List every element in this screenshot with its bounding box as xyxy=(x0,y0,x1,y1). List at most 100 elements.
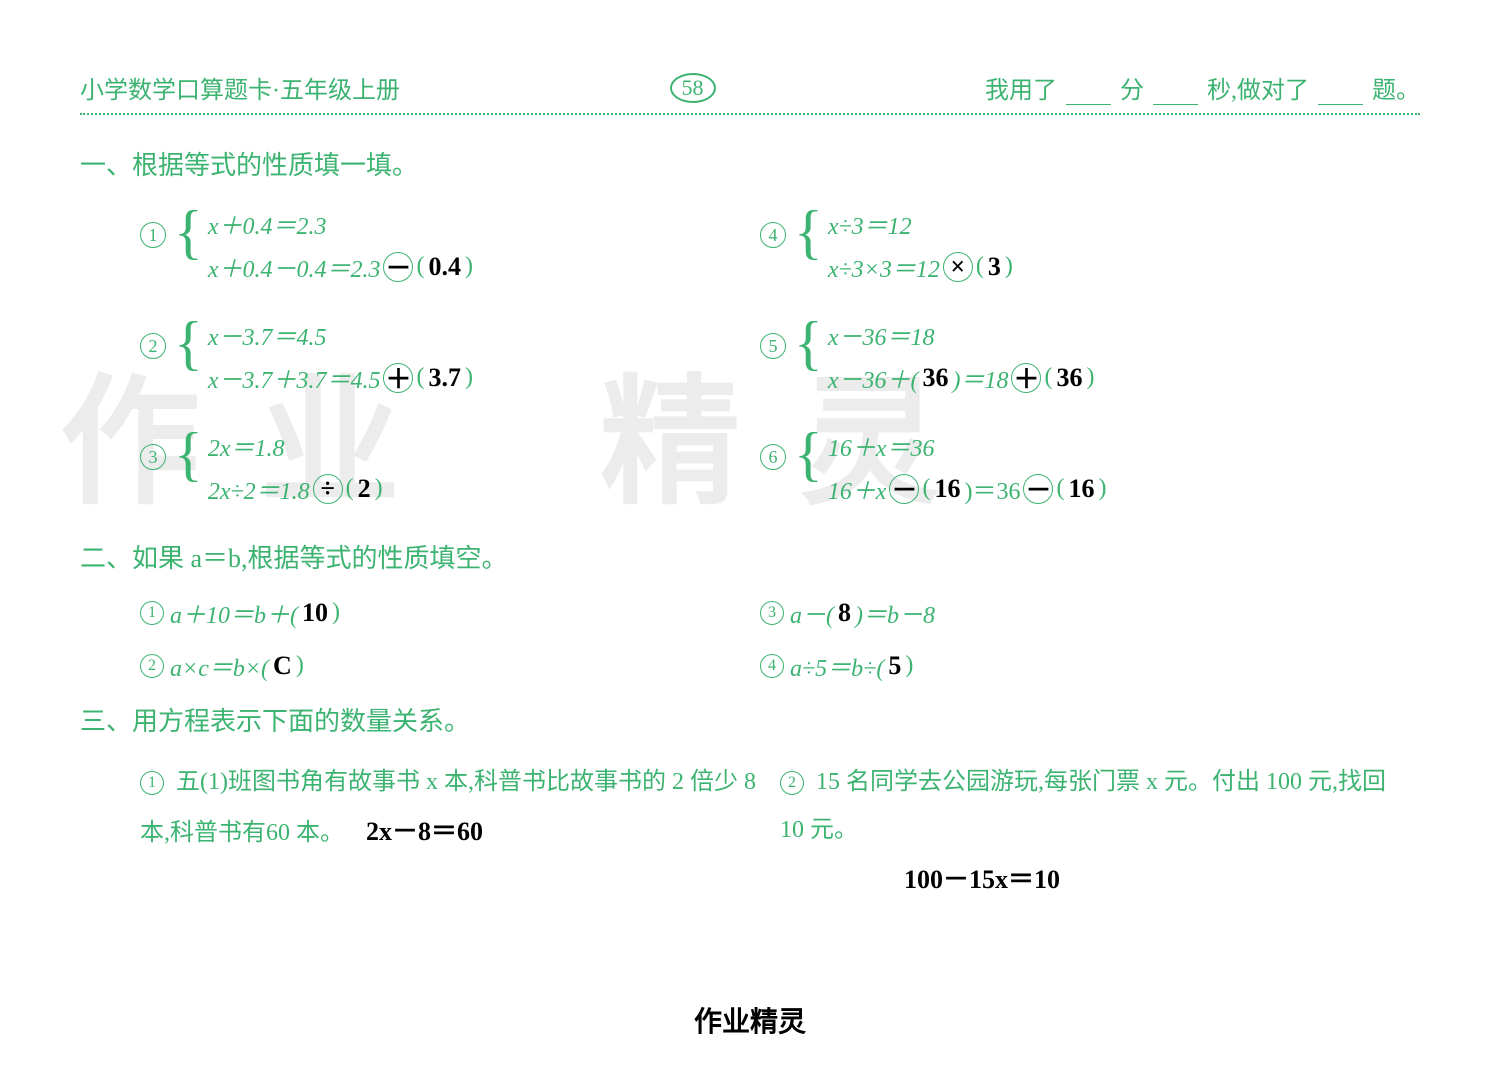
problem-num: 4 xyxy=(760,222,786,248)
brace-icon: { xyxy=(174,202,203,262)
timer-prefix: 我用了 xyxy=(985,78,1057,104)
operator-circle: ＋ xyxy=(1011,363,1041,393)
answer-val: 36 xyxy=(922,363,948,393)
problem-num: 2 xyxy=(140,333,166,359)
paren: ( xyxy=(416,253,424,280)
answer-equation: 100－15x＝10 xyxy=(904,865,1060,894)
item-num: 3 xyxy=(760,601,784,625)
item-1: 1 a＋10＝b＋( 10 ) xyxy=(140,595,760,630)
operator-circle: ＋ xyxy=(383,363,413,393)
word-problem-2: 2 15 名同学去公园游玩,每张门票 x 元。付出 100 元,找回 10 元。… xyxy=(780,758,1400,906)
problem-3: 3 { 2x＝1.8 2x÷2＝1.8 ÷ ( 2 ) xyxy=(140,424,760,510)
equation-line: x－3.7＋3.7＝4.5 xyxy=(208,360,381,395)
blank-seconds xyxy=(1153,85,1198,105)
problem-num: 1 xyxy=(140,771,164,795)
item-num: 1 xyxy=(140,601,164,625)
footer-watermark: 作业精灵 xyxy=(694,1000,806,1040)
equation-line: x－3.7＝4.5 xyxy=(208,317,327,352)
answer-op: － xyxy=(891,470,917,507)
answer-val: 3.7 xyxy=(428,363,461,393)
operator-circle: × xyxy=(943,252,973,282)
problem-2: 2 { x－3.7＝4.5 x－3.7＋3.7＝4.5 ＋ ( 3.7 ) xyxy=(140,313,760,399)
section2-title: 二、如果 a＝b,根据等式的性质填空。 xyxy=(80,538,1420,575)
section2-content: 1 a＋10＝b＋( 10 ) 3 a－( 8 )＝b－8 2 a×c＝b×( … xyxy=(80,595,1420,683)
brace-icon: { xyxy=(174,424,203,484)
item-text: a－( xyxy=(790,595,834,630)
item-text: )＝b－8 xyxy=(855,595,935,630)
brace-icon: { xyxy=(794,313,823,373)
equation-line: x－36＝18 xyxy=(828,317,935,352)
paren: ) xyxy=(465,364,473,391)
item-text: a＋10＝b＋( xyxy=(170,595,298,630)
answer-op: － xyxy=(385,248,411,285)
answer-equation: 2x－8＝60 xyxy=(366,817,483,846)
section1-content: 1 { x＋0.4＝2.3 x＋0.4－0.4＝2.3 － ( 0.4 ) 4 … xyxy=(80,202,1420,520)
problem-num: 1 xyxy=(140,222,166,248)
equation-line: x÷3＝12 xyxy=(828,206,912,241)
operator-circle: － xyxy=(1023,474,1053,504)
answer-val: C xyxy=(273,651,292,681)
equation-line: x－36＋( xyxy=(828,360,919,395)
problem-num: 6 xyxy=(760,444,786,470)
equation-line: 16＋x＝36 xyxy=(828,428,935,463)
answer-op: ＋ xyxy=(1013,359,1039,396)
paren: ) xyxy=(1086,364,1094,391)
item-text: a×c＝b×( xyxy=(170,648,269,683)
paren: )＝36 xyxy=(964,471,1020,506)
equation-line: 2x÷2＝1.8 xyxy=(208,471,310,506)
problem-num: 3 xyxy=(140,444,166,470)
answer-op: ＋ xyxy=(385,359,411,396)
answer-val: 16 xyxy=(934,474,960,504)
item-text: ) xyxy=(296,652,304,679)
answer-val: 16 xyxy=(1068,474,1094,504)
blank-count xyxy=(1318,85,1363,105)
paren: ( xyxy=(1044,364,1052,391)
answer-op: × xyxy=(950,252,965,282)
paren: ( xyxy=(1056,475,1064,502)
equation-line: )＝18 xyxy=(952,360,1008,395)
answer-val: 2 xyxy=(358,474,371,504)
paren: ( xyxy=(976,253,984,280)
answer-val: 5 xyxy=(888,651,901,681)
item-text: ) xyxy=(905,652,913,679)
paren: ( xyxy=(416,364,424,391)
item-3: 3 a－( 8 )＝b－8 xyxy=(760,595,1410,630)
paren: ( xyxy=(346,475,354,502)
timer-text: 我用了 分 秒,做对了 题。 xyxy=(985,70,1420,105)
problem-text: 15 名同学去公园游玩,每张门票 x 元。付出 100 元,找回 10 元。 xyxy=(780,769,1386,843)
problem-4: 4 { x÷3＝12 x÷3×3＝12 × ( 3 ) xyxy=(760,202,1410,288)
section1-title: 一、根据等式的性质填一填。 xyxy=(80,145,1420,182)
brace-icon: { xyxy=(794,202,823,262)
problem-num: 2 xyxy=(780,771,804,795)
answer-val: 8 xyxy=(838,598,851,628)
book-title: 小学数学口算题卡·五年级上册 xyxy=(80,70,400,105)
page-number: 58 xyxy=(670,73,716,103)
section3-content: 1 五(1)班图书角有故事书 x 本,科普书比故事书的 2 倍少 8 本,科普书… xyxy=(80,758,1420,906)
equation-line: x÷3×3＝12 xyxy=(828,249,940,284)
timer-suffix: 题。 xyxy=(1372,78,1420,104)
blank-minutes xyxy=(1066,85,1111,105)
item-num: 4 xyxy=(760,654,784,678)
paren: ) xyxy=(465,253,473,280)
page-number-wrap: 58 xyxy=(670,73,716,103)
equation-line: 16＋x xyxy=(828,471,887,506)
operator-circle: － xyxy=(383,252,413,282)
paren: ( xyxy=(922,475,930,502)
item-text: a÷5＝b÷( xyxy=(790,648,884,683)
item-text: ) xyxy=(332,599,340,626)
answer-op: ÷ xyxy=(321,474,335,504)
answer-op: － xyxy=(1025,470,1051,507)
section3-title: 三、用方程表示下面的数量关系。 xyxy=(80,701,1420,738)
equation-line: x＋0.4＝2.3 xyxy=(208,206,327,241)
equation-line: x＋0.4－0.4＝2.3 xyxy=(208,249,381,284)
problem-1: 1 { x＋0.4＝2.3 x＋0.4－0.4＝2.3 － ( 0.4 ) xyxy=(140,202,760,288)
problem-num: 5 xyxy=(760,333,786,359)
operator-circle: － xyxy=(889,474,919,504)
problem-5: 5 { x－36＝18 x－36＋( 36 )＝18 ＋ ( 36 ) xyxy=(760,313,1410,399)
page-header: 小学数学口算题卡·五年级上册 58 我用了 分 秒,做对了 题。 xyxy=(80,70,1420,115)
brace-icon: { xyxy=(794,424,823,484)
answer-val: 36 xyxy=(1056,363,1082,393)
problem-6: 6 { 16＋x＝36 16＋x － ( 16 )＝36 － ( 16 ) xyxy=(760,424,1410,510)
brace-icon: { xyxy=(174,313,203,373)
answer-val: 3 xyxy=(988,252,1001,282)
